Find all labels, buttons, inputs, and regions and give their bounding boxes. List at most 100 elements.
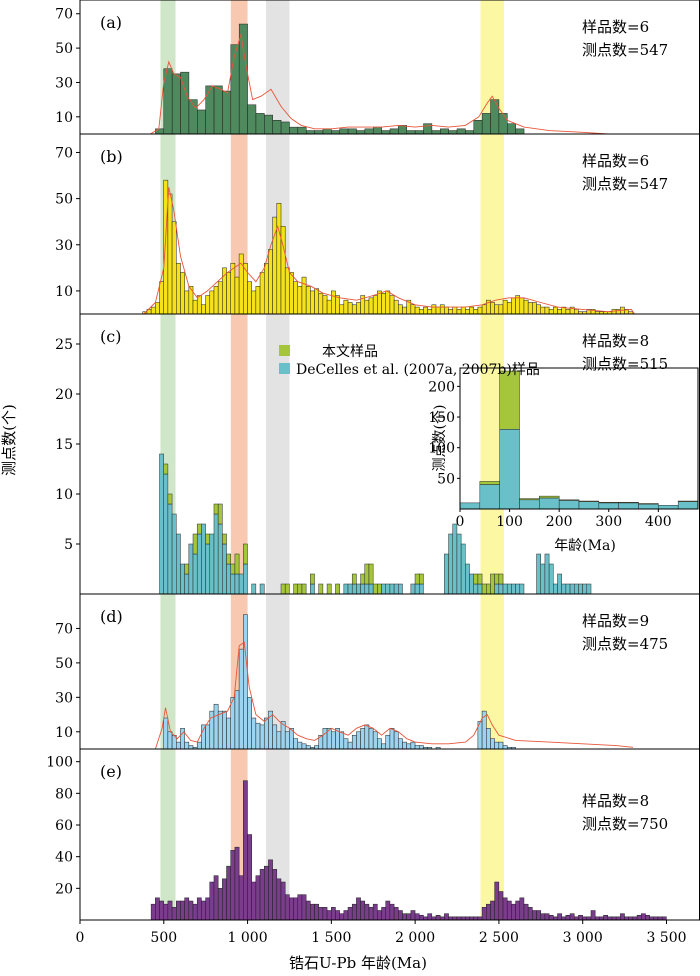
bar-c-this-study xyxy=(372,583,378,595)
bar-c-decelles xyxy=(444,553,449,595)
bar xyxy=(377,738,382,750)
bar xyxy=(473,120,483,135)
y-tick-label: 15 xyxy=(55,437,73,453)
bar xyxy=(406,130,416,135)
bar xyxy=(364,724,370,750)
bar xyxy=(389,295,395,315)
bar xyxy=(272,869,278,921)
bar xyxy=(615,309,621,315)
x-tick-label: 2 000 xyxy=(395,930,435,946)
inset-bar-this-study xyxy=(598,502,619,504)
bar xyxy=(502,745,508,750)
bar-c-this-study xyxy=(297,583,303,595)
bar-c-decelles xyxy=(360,583,366,595)
bar xyxy=(477,306,483,315)
y-tick-label: 80 xyxy=(55,786,73,802)
bar xyxy=(331,907,336,921)
bar-c-this-study xyxy=(335,583,340,595)
inset-chart: 50 100 150 200 0 100 200 300 400 年龄(Ma) 测点数(个) xyxy=(428,367,699,554)
inset-y-tick-label: 50 xyxy=(437,471,455,487)
bar xyxy=(410,910,416,921)
bar-c-decelles xyxy=(238,573,244,595)
bar xyxy=(339,731,345,750)
bar xyxy=(578,915,583,921)
bar xyxy=(427,309,433,315)
bar xyxy=(222,878,227,921)
bar xyxy=(398,125,408,135)
bar-c-decelles xyxy=(230,573,236,595)
bar xyxy=(209,290,215,315)
inset-bar-this-study xyxy=(578,500,600,502)
bar xyxy=(171,907,177,921)
bar xyxy=(536,304,541,315)
bar-c-decelles xyxy=(393,583,399,595)
inset-bar-this-study xyxy=(677,500,699,502)
bar xyxy=(163,179,169,315)
bar-c-decelles xyxy=(347,583,353,595)
bar-c-this-study xyxy=(477,573,483,585)
bar xyxy=(318,292,324,315)
bar xyxy=(293,738,299,750)
bar-c-this-study xyxy=(326,583,332,595)
bar-c-this-study xyxy=(364,563,370,585)
bar-c-decelles xyxy=(196,533,202,595)
x-tick-label: 0 xyxy=(76,930,85,946)
bar-c-decelles xyxy=(557,573,562,595)
x-tick-label: 500 xyxy=(150,930,177,946)
bar xyxy=(180,272,185,315)
bar xyxy=(356,130,366,135)
bar-c-this-study xyxy=(377,583,382,595)
inset-bar-decelles xyxy=(479,484,500,510)
bar-c-this-study xyxy=(280,583,286,595)
bar xyxy=(335,295,340,315)
bar xyxy=(247,104,257,135)
sample-count-label: 测点数=475 xyxy=(582,635,668,653)
bar-c-this-study xyxy=(163,463,169,475)
bar xyxy=(381,292,386,315)
bar xyxy=(372,903,378,921)
bar-c-decelles xyxy=(506,583,512,595)
bar-c-decelles xyxy=(452,523,458,595)
bar-c-decelles xyxy=(184,573,190,595)
inset-frame xyxy=(459,367,699,510)
bar-c-this-study xyxy=(414,573,420,585)
bar xyxy=(481,304,487,315)
bar xyxy=(305,745,311,750)
bar xyxy=(398,738,403,750)
bar-c-decelles xyxy=(515,583,521,595)
bar-c-decelles xyxy=(167,503,173,595)
inset-bar-this-study xyxy=(539,495,560,499)
bar-c-this-study xyxy=(284,583,290,595)
bar xyxy=(490,900,495,921)
sample-count-label: 样品数=8 xyxy=(582,792,649,810)
age-band-2 xyxy=(266,0,290,920)
bar xyxy=(247,697,252,750)
bar-c-decelles xyxy=(159,453,164,595)
bar xyxy=(368,728,374,750)
y-tick-label: 5 xyxy=(64,537,73,553)
bar xyxy=(167,731,173,750)
bar xyxy=(205,897,211,921)
inset-bar-decelles xyxy=(638,503,659,510)
bar xyxy=(389,128,399,135)
bar xyxy=(326,299,332,315)
bar xyxy=(284,267,290,315)
bar xyxy=(243,780,248,921)
kde-curve xyxy=(150,34,608,135)
legend-label-this-study: 本文样品 xyxy=(322,344,378,360)
bar xyxy=(192,903,198,921)
y-tick-label: 50 xyxy=(55,656,73,672)
bar xyxy=(414,745,420,750)
bar xyxy=(573,309,579,315)
x-tick-label: 2 500 xyxy=(479,930,519,946)
bar xyxy=(557,309,562,315)
bar xyxy=(393,907,399,921)
bar xyxy=(230,262,236,315)
bar-c-decelles xyxy=(259,583,265,595)
bar xyxy=(494,304,500,315)
bar-c-decelles xyxy=(460,543,466,595)
bar xyxy=(310,903,315,921)
bar xyxy=(372,731,378,750)
bar xyxy=(427,913,433,921)
bar xyxy=(481,113,491,135)
